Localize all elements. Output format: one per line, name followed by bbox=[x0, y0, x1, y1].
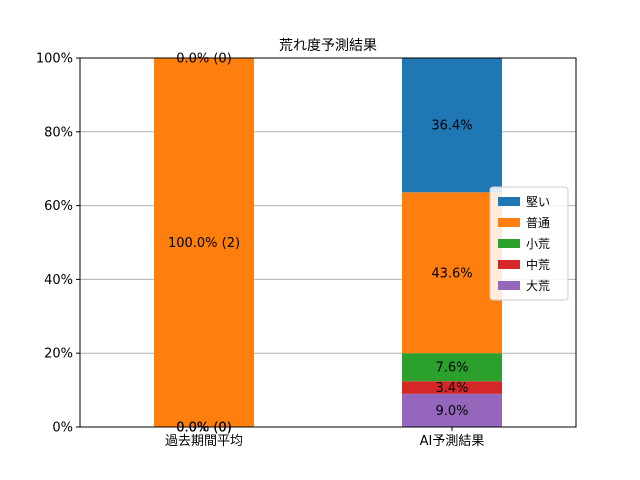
bar-segment bbox=[402, 381, 502, 394]
bar-segment bbox=[402, 58, 502, 193]
y-tick-label: 20% bbox=[44, 347, 73, 362]
legend-swatch bbox=[498, 239, 520, 248]
data-label: 43.6% bbox=[431, 266, 472, 281]
legend-label: 中荒 bbox=[526, 257, 550, 272]
legend-swatch bbox=[498, 260, 520, 269]
y-tick-label: 80% bbox=[44, 125, 73, 140]
data-label: 36.4% bbox=[431, 119, 472, 134]
legend-label: 大荒 bbox=[526, 279, 550, 293]
plot-frame bbox=[79, 57, 577, 428]
legend-label: 小荒 bbox=[526, 237, 550, 251]
legend-swatch bbox=[498, 197, 520, 206]
chart-title: 荒れ度予測結果 bbox=[279, 38, 377, 54]
bar-segment bbox=[402, 393, 502, 427]
bar-segment bbox=[402, 353, 502, 382]
bar-segment bbox=[402, 192, 502, 354]
y-axis: 0% 20% 40% 60% 80% 100% bbox=[36, 52, 80, 436]
y-tick-label: 100% bbox=[36, 52, 73, 67]
y-tick-label: 40% bbox=[44, 273, 73, 288]
x-axis: 過去期間平均 AI予測結果 bbox=[165, 427, 484, 449]
data-label: 100.0% (2) bbox=[168, 236, 240, 251]
legend-box bbox=[489, 186, 569, 301]
legend-label: 普通 bbox=[526, 216, 550, 230]
y-tick-label: 60% bbox=[44, 199, 73, 214]
bar-segments bbox=[154, 58, 502, 427]
data-label: 0.0% (0) bbox=[176, 52, 232, 67]
y-tick-label: 0% bbox=[52, 421, 73, 436]
x-tick-label: 過去期間平均 bbox=[165, 434, 243, 449]
legend-label: 堅い bbox=[526, 195, 550, 209]
legend-swatch bbox=[498, 281, 520, 290]
legend-swatch bbox=[498, 218, 520, 227]
data-label: 3.4% bbox=[435, 381, 468, 396]
x-tick-label: AI予測結果 bbox=[420, 434, 485, 449]
bar-segment bbox=[154, 58, 254, 427]
data-label: 9.0% bbox=[435, 404, 468, 419]
data-label: 7.6% bbox=[435, 361, 468, 376]
